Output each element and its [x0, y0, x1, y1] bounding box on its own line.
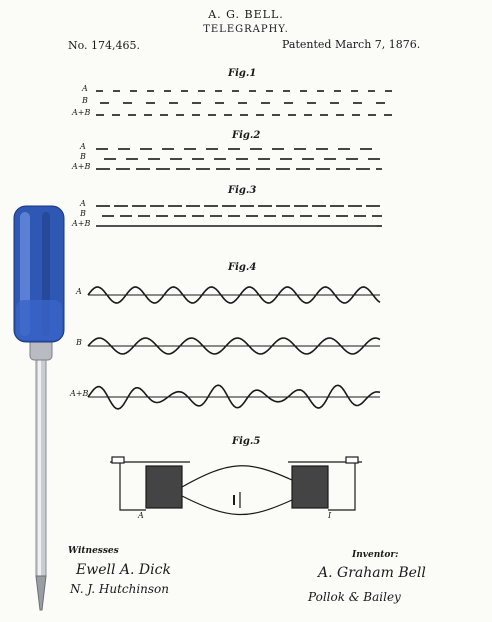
witness1-signature: Ewell A. Dick	[76, 562, 171, 578]
fig3-label: Fig.3	[228, 185, 257, 196]
witnesses-label: Witnesses	[68, 546, 119, 556]
attorney-signature: Pollok & Bailey	[308, 590, 401, 604]
patent-title: TELEGRAPHY.	[203, 24, 289, 35]
fig4-row-a-waveform	[87, 286, 381, 304]
fig5-part-i-label: I	[328, 511, 332, 520]
fig2-label: Fig.2	[232, 130, 261, 141]
fig4-label: Fig.4	[228, 262, 257, 273]
fig5-apparatus	[110, 456, 362, 516]
patent-inventor-header: A. G. BELL.	[208, 8, 284, 21]
fig3-row-a-label: A	[80, 199, 86, 208]
fig4-row-b-waveform	[87, 337, 381, 355]
fig3-row-ab-label: A+B	[72, 219, 91, 228]
inventor-label: Inventor:	[352, 550, 399, 560]
fig3-row-b-label: B	[80, 209, 86, 218]
screwdriver-icon	[13, 205, 65, 611]
fig5-left-coil	[145, 465, 183, 509]
fig5-part-a-label: A	[138, 511, 144, 520]
patent-date: Patented March 7, 1876.	[282, 38, 421, 51]
fig2-row-b-label: B	[80, 152, 86, 161]
fig4-row-b-label: B	[76, 338, 82, 347]
fig1-row-a-label: A	[82, 84, 88, 93]
fig4-row-ab-label: A+B	[70, 389, 89, 398]
fig4-row-ab-waveform	[87, 384, 381, 410]
fig2-row-a-label: A	[80, 142, 86, 151]
fig5-right-coil	[291, 465, 329, 509]
fig4-row-a-label: A	[76, 287, 82, 296]
fig1-row-ab-label: A+B	[72, 108, 91, 117]
patent-number: No. 174,465.	[68, 39, 141, 52]
fig1-label: Fig.1	[228, 68, 257, 79]
fig5-label: Fig.5	[232, 436, 261, 447]
inventor-signature: A. Graham Bell	[318, 565, 426, 581]
fig2-row-ab-label: A+B	[72, 162, 91, 171]
fig5-lower-wire	[181, 495, 293, 516]
fig1-row-b-label: B	[82, 96, 88, 105]
fig5-upper-wire	[181, 465, 293, 488]
witness2-signature: N. J. Hutchinson	[70, 582, 170, 596]
